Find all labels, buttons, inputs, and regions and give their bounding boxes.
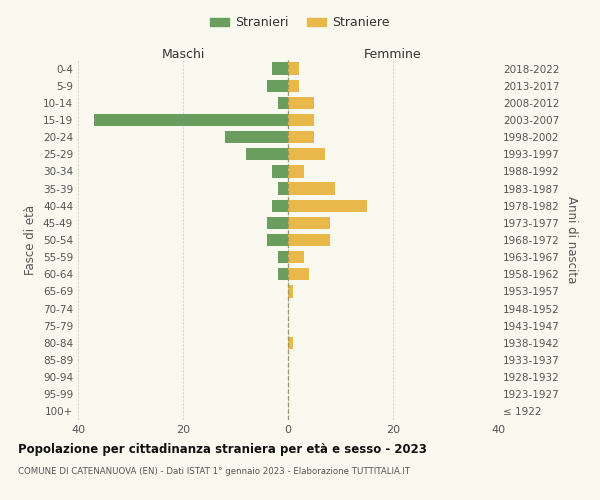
Text: Maschi: Maschi — [161, 48, 205, 61]
Bar — [288, 200, 367, 212]
Bar — [277, 182, 288, 194]
Bar — [288, 96, 314, 109]
Legend: Stranieri, Straniere: Stranieri, Straniere — [205, 11, 395, 34]
Bar — [272, 166, 288, 177]
Bar — [288, 62, 299, 74]
Y-axis label: Anni di nascita: Anni di nascita — [565, 196, 578, 284]
Bar — [288, 268, 309, 280]
Y-axis label: Fasce di età: Fasce di età — [25, 205, 37, 275]
Bar — [288, 80, 299, 92]
Bar — [225, 131, 288, 143]
Text: Popolazione per cittadinanza straniera per età e sesso - 2023: Popolazione per cittadinanza straniera p… — [18, 442, 427, 456]
Bar — [272, 200, 288, 212]
Text: COMUNE DI CATENANUOVA (EN) - Dati ISTAT 1° gennaio 2023 - Elaborazione TUTTITALI: COMUNE DI CATENANUOVA (EN) - Dati ISTAT … — [18, 468, 410, 476]
Bar — [246, 148, 288, 160]
Bar — [288, 286, 293, 298]
Bar — [277, 251, 288, 264]
Bar — [267, 234, 288, 246]
Bar — [267, 216, 288, 229]
Bar — [288, 148, 325, 160]
Bar — [288, 166, 304, 177]
Bar — [288, 251, 304, 264]
Bar — [277, 268, 288, 280]
Bar — [288, 131, 314, 143]
Bar — [288, 216, 330, 229]
Bar — [288, 182, 335, 194]
Bar — [288, 336, 293, 349]
Bar — [288, 234, 330, 246]
Bar — [288, 114, 314, 126]
Text: Femmine: Femmine — [364, 48, 422, 61]
Bar — [94, 114, 288, 126]
Bar — [277, 96, 288, 109]
Bar — [267, 80, 288, 92]
Bar — [272, 62, 288, 74]
